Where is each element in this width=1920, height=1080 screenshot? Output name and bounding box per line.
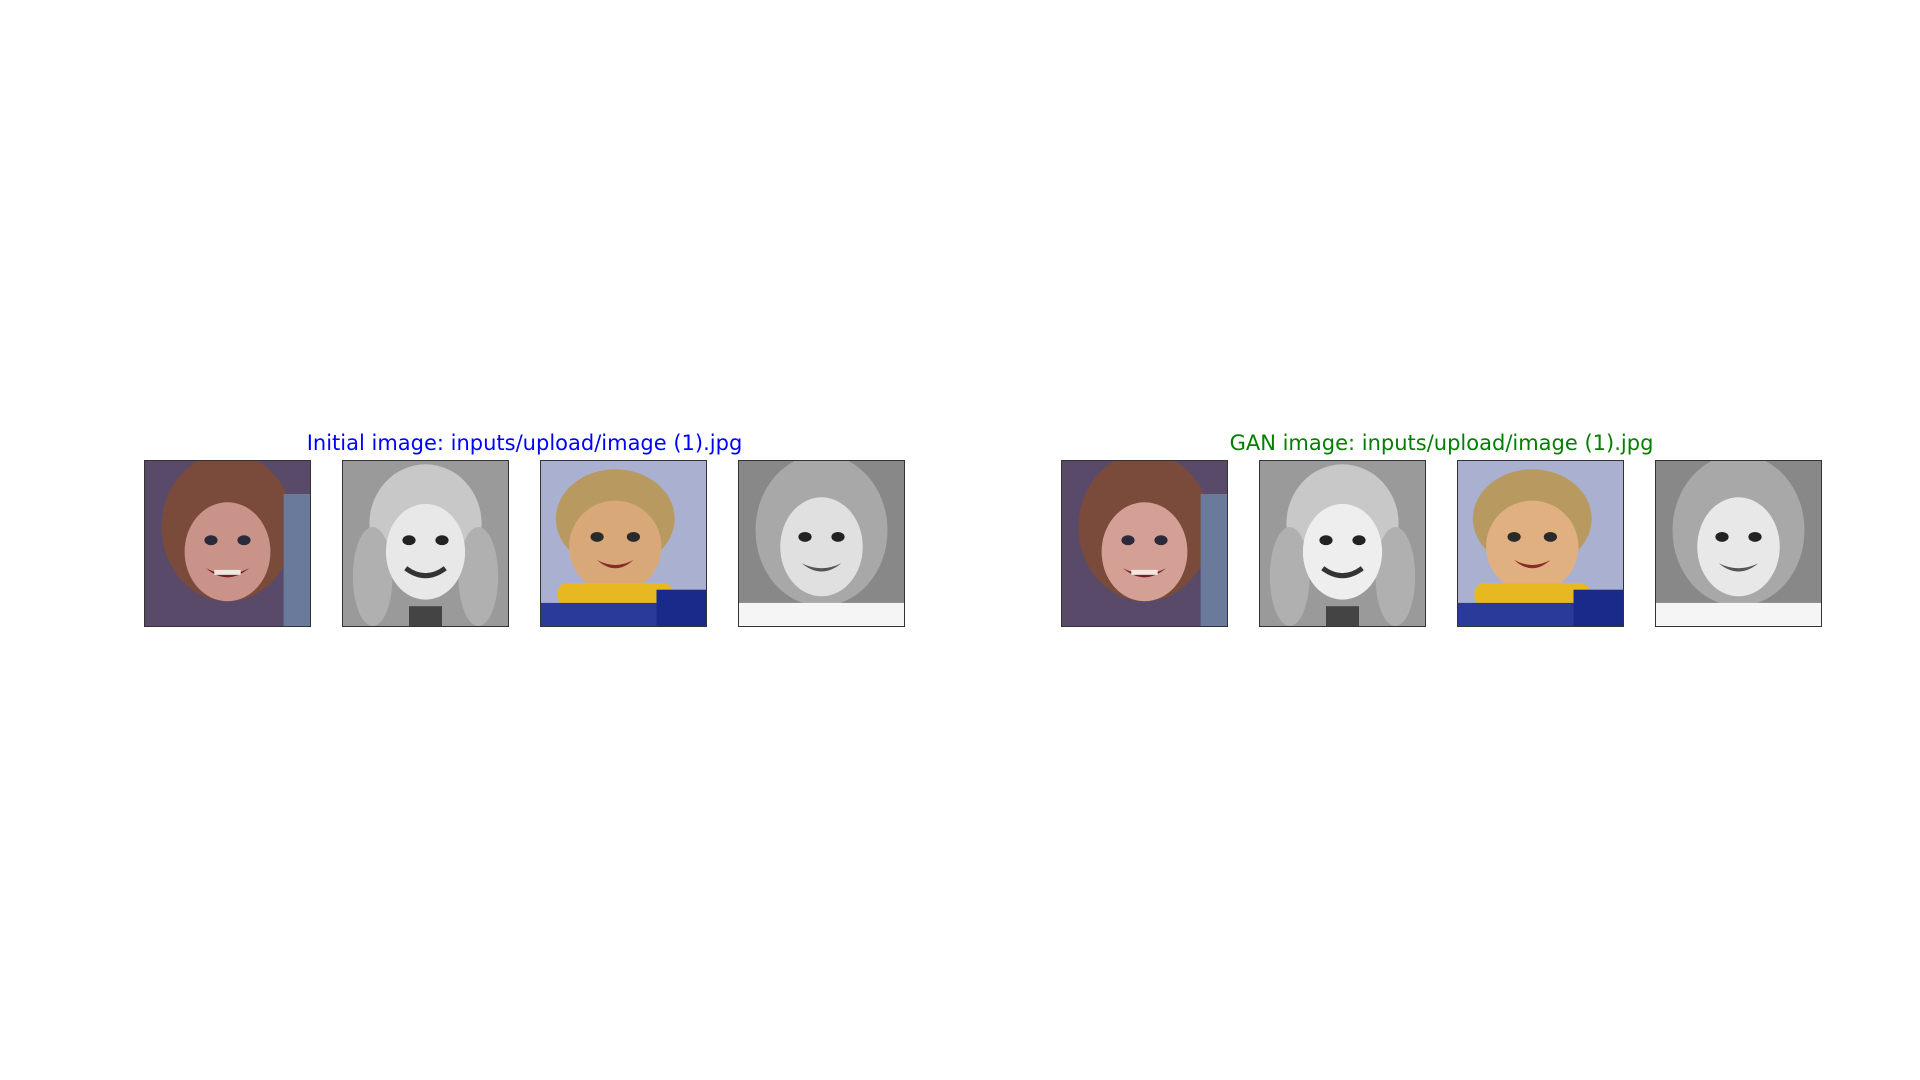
- gan-photo-1: [1061, 460, 1228, 627]
- initial-photo-1: [144, 460, 311, 627]
- child-portrait-color-icon: [1062, 461, 1227, 626]
- initial-image-title: Initial image: inputs/upload/image (1).j…: [306, 431, 743, 455]
- child-portrait-grayscale-icon: [1260, 461, 1425, 626]
- gan-photo-3: [1457, 460, 1624, 627]
- initial-photo-4: [738, 460, 905, 627]
- toddler-portrait-color-icon: [1458, 461, 1623, 626]
- gan-photo-2: [1259, 460, 1426, 627]
- initial-photo-3: [540, 460, 707, 627]
- initial-image-row: [144, 460, 905, 630]
- gan-image-row: [1061, 460, 1822, 630]
- child-portrait-color-icon: [145, 461, 310, 626]
- gan-photo-4: [1655, 460, 1822, 627]
- child-portrait-grayscale-icon: [343, 461, 508, 626]
- child-portrait-grayscale-icon: [739, 461, 904, 626]
- gan-image-title: GAN image: inputs/upload/image (1).jpg: [1229, 431, 1654, 455]
- child-portrait-grayscale-icon: [1656, 461, 1821, 626]
- toddler-portrait-color-icon: [541, 461, 706, 626]
- initial-photo-2: [342, 460, 509, 627]
